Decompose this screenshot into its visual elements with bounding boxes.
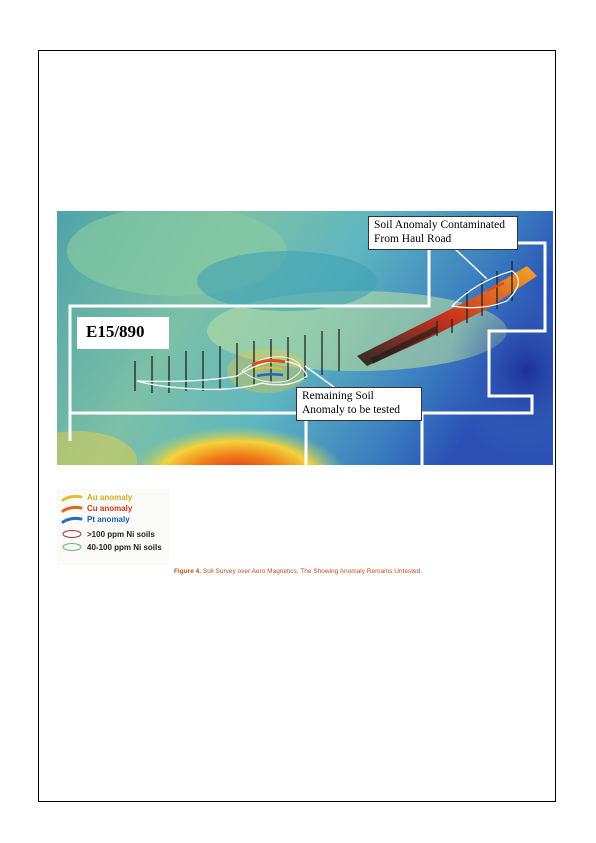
legend-label: Cu anomaly bbox=[87, 504, 133, 513]
figure-caption: Figure 4. Soil Survey over Aero Magnetic… bbox=[0, 568, 596, 575]
legend-ni-mid: 40-100 ppm Ni soils bbox=[61, 542, 162, 552]
legend-au: Au anomaly bbox=[61, 493, 132, 502]
orange-stroke-icon bbox=[61, 505, 83, 512]
map-legend: Au anomaly Cu anomaly Pt anomaly >100 pp… bbox=[57, 489, 169, 565]
red-ellipse-icon bbox=[62, 530, 82, 538]
blue-stroke-icon bbox=[61, 516, 83, 523]
legend-label: Pt anomaly bbox=[87, 515, 130, 524]
tenement-label: E15/890 bbox=[77, 317, 169, 349]
legend-cu: Cu anomaly bbox=[61, 504, 132, 513]
yellow-stroke-icon bbox=[61, 494, 83, 501]
annotation-haul-road: Soil Anomaly Contaminated From Haul Road bbox=[368, 216, 518, 250]
legend-pt: Pt anomaly bbox=[61, 515, 130, 524]
legend-ni-high: >100 ppm Ni soils bbox=[61, 529, 155, 539]
page-frame bbox=[38, 50, 556, 802]
figure-number: Figure 4. bbox=[173, 568, 202, 575]
legend-label: Au anomaly bbox=[87, 493, 133, 502]
annotation-remaining-anomaly: Remaining Soil Anomaly to be tested bbox=[296, 387, 422, 421]
legend-label: 40-100 ppm Ni soils bbox=[87, 542, 162, 552]
legend-label: >100 ppm Ni soils bbox=[87, 529, 155, 539]
green-ellipse-icon bbox=[62, 543, 82, 551]
aeromagnetic-map bbox=[57, 211, 553, 465]
caption-text: Soil Survey over Aero Magnetics. The Sho… bbox=[202, 568, 423, 575]
